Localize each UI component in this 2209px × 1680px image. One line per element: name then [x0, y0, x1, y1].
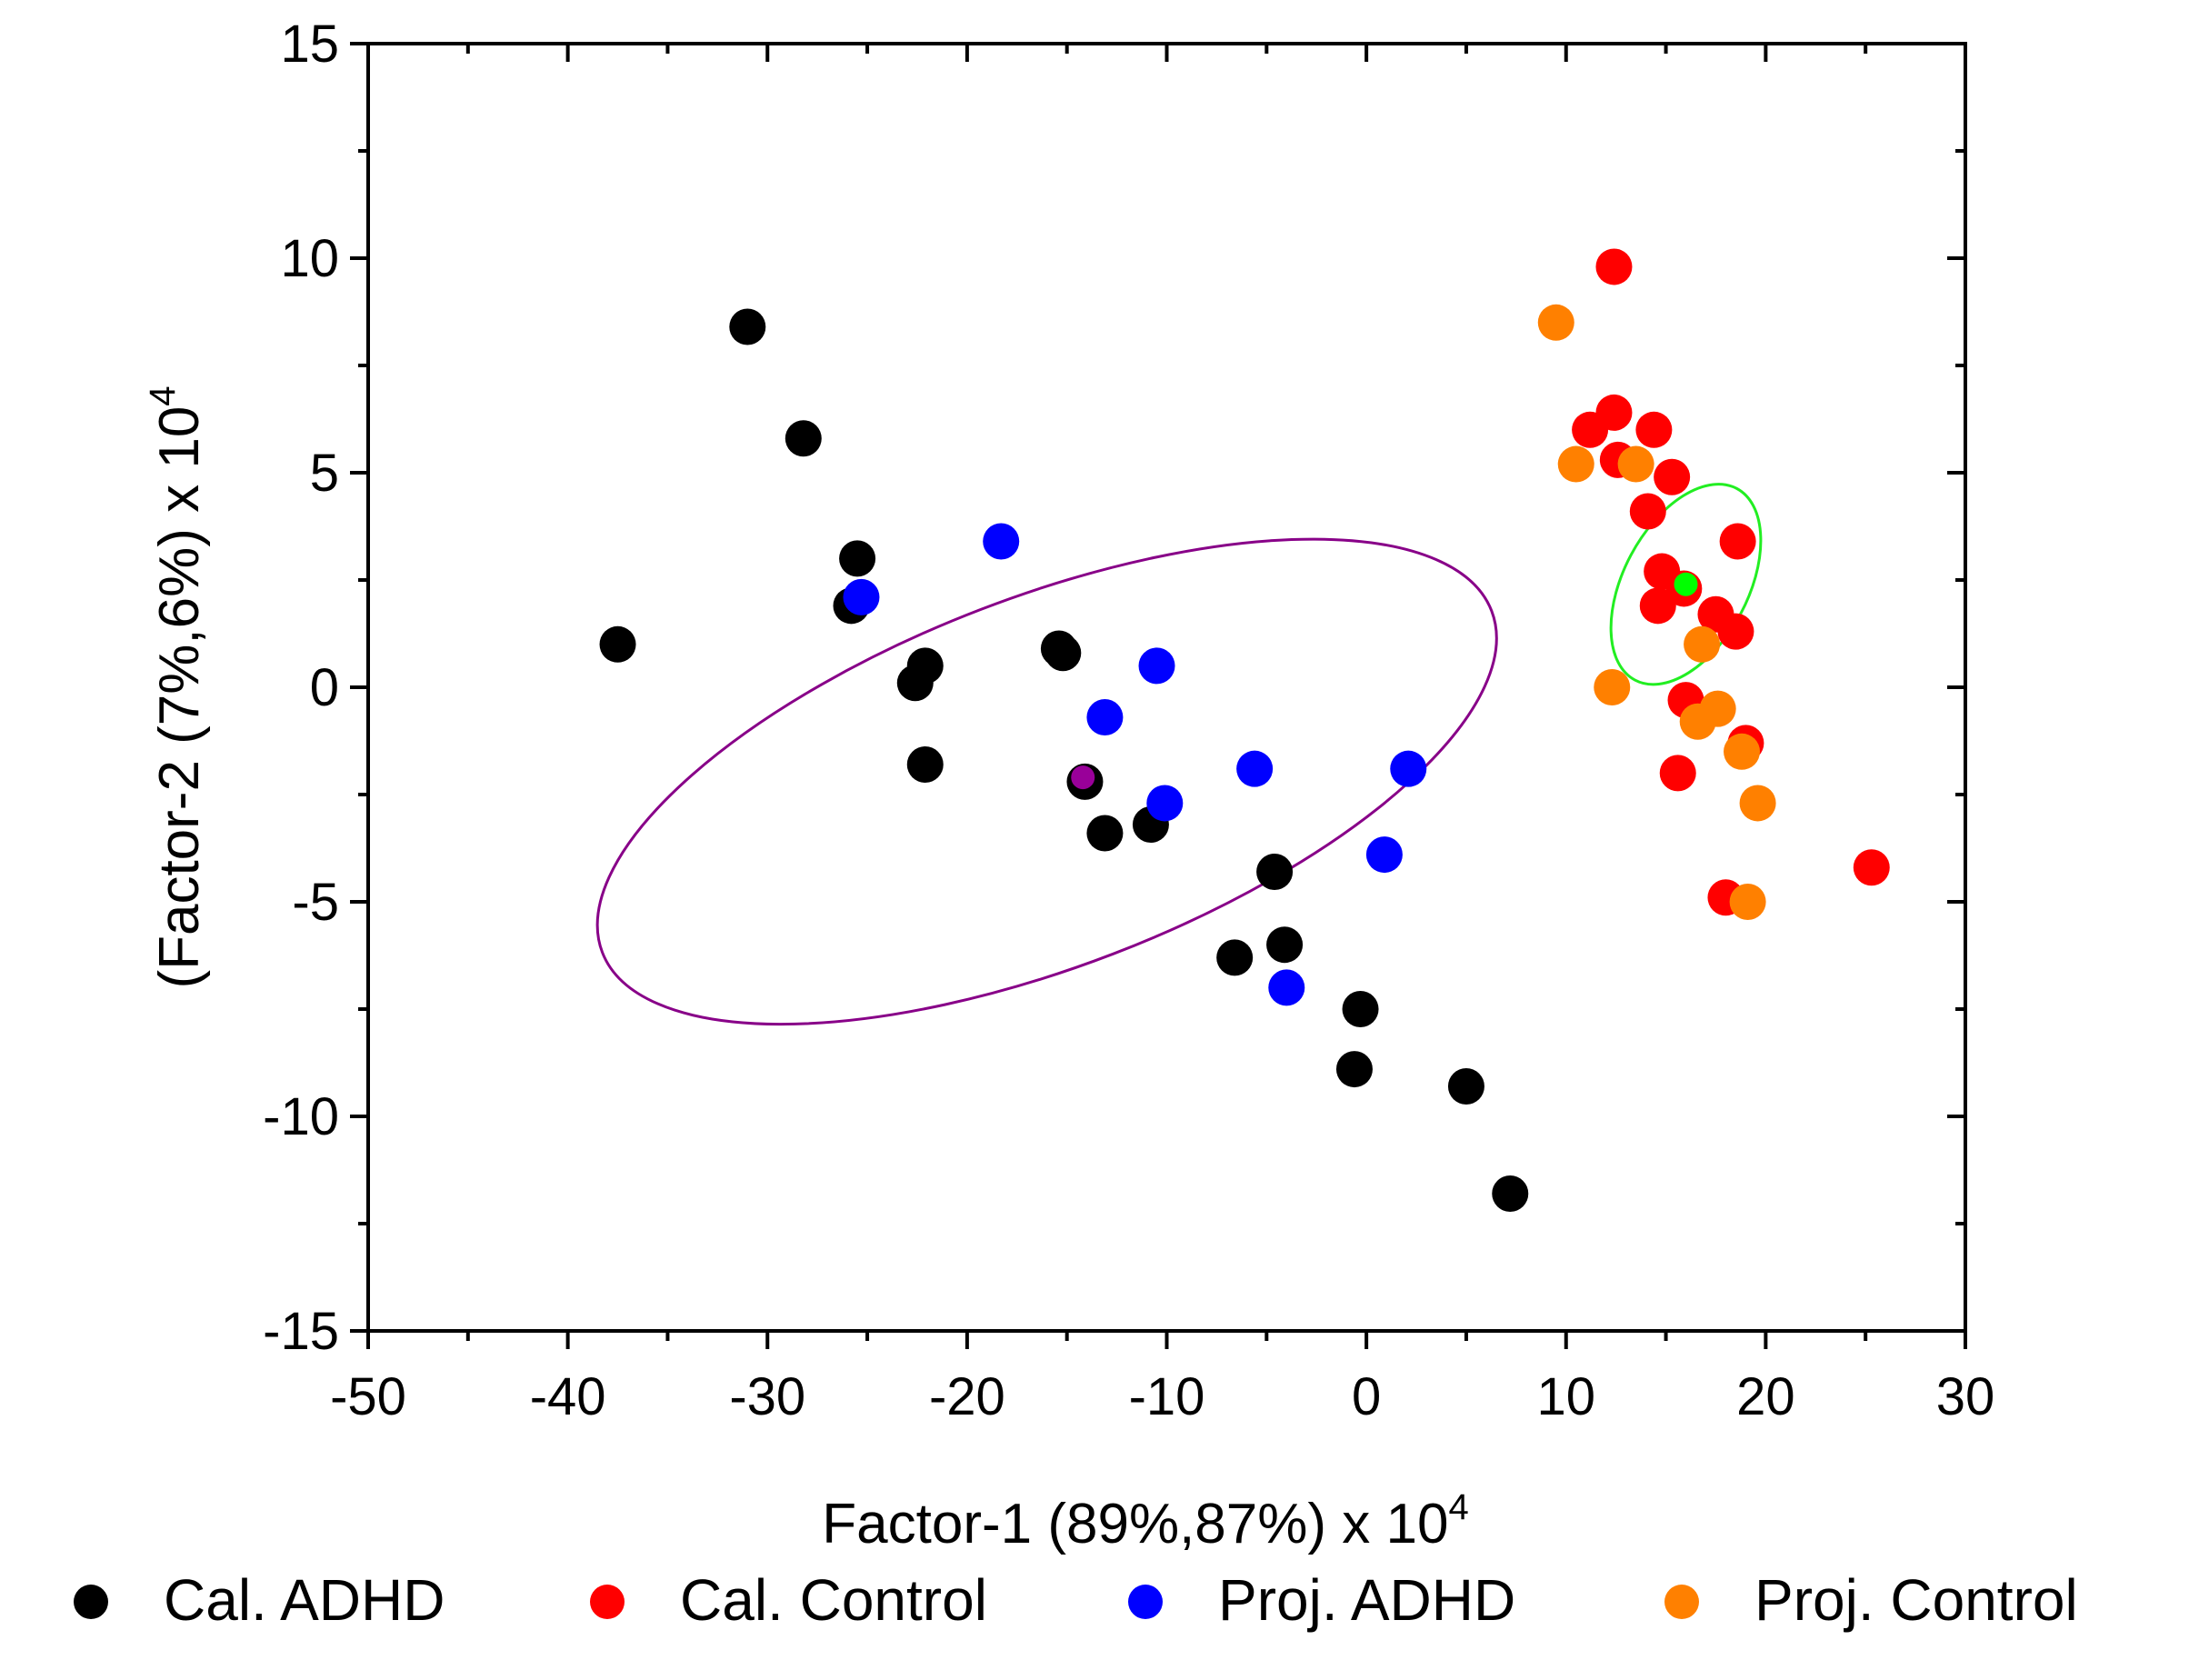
x-tick-label: -50: [330, 1367, 406, 1426]
legend-label: Proj. Control: [1754, 1567, 2078, 1633]
data-point: [1537, 304, 1574, 341]
plot-frame: [366, 42, 1967, 1333]
data-point: [906, 745, 944, 783]
data-point: [1684, 625, 1721, 663]
data-point: [896, 665, 934, 702]
data-point: [1719, 523, 1756, 560]
data-point: [1594, 669, 1631, 705]
data-point: [1679, 703, 1716, 740]
axes-layer: [366, 42, 1967, 1333]
data-point: [1342, 991, 1379, 1027]
data-point: [1629, 493, 1666, 530]
y-tick-label: -15: [263, 1302, 339, 1361]
y-tick-label: 10: [280, 229, 339, 288]
x-tick-label: 30: [1936, 1367, 1995, 1426]
data-point: [1138, 647, 1175, 685]
y-axis-title: (Factor-2 (7%,6%) x 104: [143, 385, 211, 988]
legend-marker: [590, 1585, 625, 1619]
data-point: [1639, 587, 1676, 625]
data-point: [1557, 445, 1594, 483]
data-point: [1365, 836, 1403, 874]
data-point: [1635, 411, 1673, 448]
y-tick-label: 0: [310, 658, 339, 717]
x-tick-label: -40: [530, 1367, 606, 1426]
data-point: [1146, 785, 1184, 822]
x-tick-label: -20: [929, 1367, 1005, 1426]
data-point: [785, 420, 822, 457]
y-tick-label: -10: [263, 1087, 339, 1146]
data-point: [1595, 394, 1633, 431]
data-point: [1256, 853, 1294, 890]
data-point: [839, 540, 876, 577]
data-point: [1739, 785, 1776, 822]
legend-label: Cal. Control: [680, 1567, 987, 1633]
y-tick-label: 15: [280, 15, 339, 74]
data-point: [1595, 248, 1633, 285]
group-center-marker: [1071, 765, 1095, 790]
data-point: [843, 578, 880, 615]
legend: Cal. ADHD Cal. Control Proj. ADHD Proj. Con…: [74, 1567, 2078, 1633]
x-tick-label: 0: [1352, 1367, 1381, 1426]
data-point: [729, 308, 766, 345]
legend-marker: [74, 1585, 108, 1619]
data-point: [1216, 939, 1254, 976]
group-center-marker: [1674, 572, 1698, 596]
ellipses-layer: [595, 483, 1763, 1026]
data-point: [599, 625, 636, 663]
x-axis-title: Factor-1 (89%,87%) x 104: [822, 1487, 1468, 1555]
data-point: [1654, 458, 1691, 495]
data-point: [1659, 755, 1696, 792]
legend-label: Proj. ADHD: [1218, 1567, 1515, 1633]
data-point: [983, 523, 1020, 560]
data-point: [1390, 750, 1427, 787]
y-tick-label: 5: [310, 444, 339, 503]
data-point: [1729, 884, 1766, 920]
x-tick-label: 10: [1536, 1367, 1595, 1426]
data-point: [1447, 1067, 1484, 1105]
x-axis-title-superscript: 4: [1448, 1487, 1468, 1527]
confidence-ellipse-0: [595, 537, 1498, 1026]
data-point: [1086, 699, 1124, 736]
data-point: [1717, 613, 1754, 650]
y-axis-title-superscript: 4: [143, 385, 183, 405]
legend-marker: [1664, 1585, 1699, 1619]
x-tick-label: -10: [1129, 1367, 1205, 1426]
data-point: [1266, 926, 1304, 964]
data-point: [1853, 849, 1890, 886]
data-point: [1724, 733, 1761, 770]
confidence-ellipse-1: [1609, 483, 1763, 686]
data-point: [1268, 969, 1305, 1006]
data-point: [1236, 750, 1274, 787]
y-tick-label: -5: [292, 873, 339, 932]
x-tick-label: -30: [729, 1367, 805, 1426]
data-point: [1045, 635, 1082, 672]
points-layer: [599, 248, 1890, 1212]
data-point: [1492, 1175, 1529, 1212]
x-tick-label: 20: [1736, 1367, 1795, 1426]
legend-label: Cal. ADHD: [164, 1567, 445, 1633]
data-point: [1086, 815, 1124, 852]
legend-marker: [1128, 1585, 1163, 1619]
data-point: [1617, 445, 1654, 483]
data-point: [1335, 1051, 1373, 1088]
